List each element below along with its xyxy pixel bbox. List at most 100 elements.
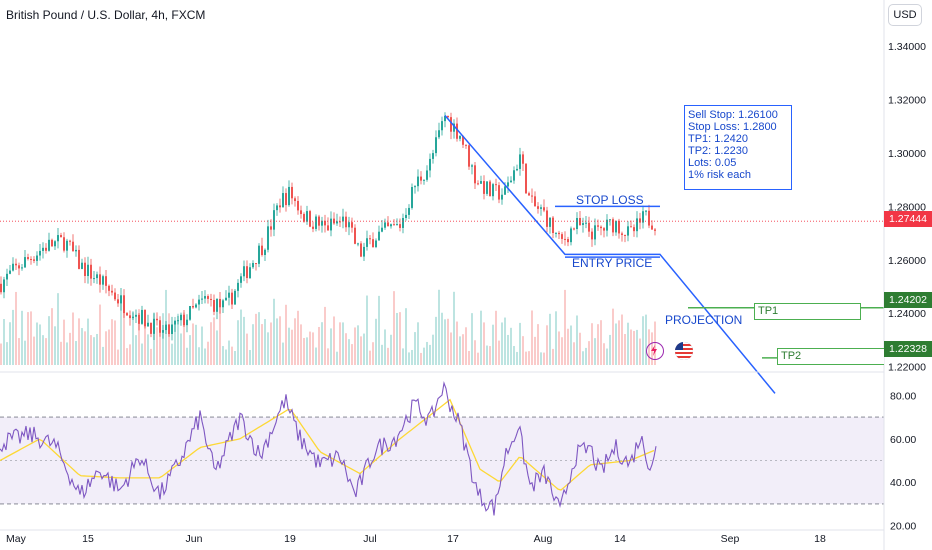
candle-body [408, 207, 410, 215]
volume-bar [423, 347, 425, 365]
volume-bar [123, 300, 125, 365]
volume-bar [138, 309, 140, 365]
volume-bar [516, 351, 518, 365]
volume-bar [567, 328, 569, 365]
candle-body [417, 176, 419, 187]
candle-body [3, 279, 5, 293]
candle-body [282, 193, 284, 208]
volume-bar [282, 342, 284, 365]
volume-bar [75, 341, 77, 365]
candle-body [144, 309, 146, 327]
volume-bar [564, 289, 566, 365]
volume-bar [300, 324, 302, 365]
candle-body [489, 181, 491, 197]
candle-body [444, 115, 446, 122]
entry-price-label: ENTRY PRICE [572, 256, 653, 270]
candle-body [357, 243, 359, 245]
candle-body [306, 211, 308, 222]
volume-bar [366, 295, 368, 365]
volume-bar [417, 322, 419, 365]
candle-body [348, 222, 350, 228]
candle-body [381, 227, 383, 232]
price-tick-label: 1.32000 [888, 94, 926, 106]
rsi-line [0, 381, 657, 516]
volume-bar [234, 351, 236, 365]
volume-bar [195, 324, 197, 365]
volume-bar [243, 316, 245, 365]
volume-bar [624, 334, 626, 365]
candle-body [189, 305, 191, 320]
candle-body [468, 145, 470, 167]
candle-body [453, 123, 455, 132]
volume-bar [93, 337, 95, 365]
volume-bar [333, 316, 335, 365]
candle-body [225, 297, 227, 301]
volume-bar [615, 323, 617, 365]
candle-body [84, 262, 86, 277]
us-flag-icon[interactable] [675, 342, 693, 360]
price-tick-label: 1.24000 [888, 308, 926, 320]
volume-bar [585, 347, 587, 365]
volume-bar [12, 309, 14, 365]
volume-bar [588, 341, 590, 365]
volume-bar [162, 313, 164, 365]
volume-bar [393, 291, 395, 365]
volume-bar [27, 312, 29, 365]
candle-body [597, 225, 599, 227]
candle-body [186, 319, 188, 326]
volume-bar [612, 308, 614, 365]
volume-bar [504, 317, 506, 365]
volume-bar [501, 322, 503, 365]
candle-body [513, 170, 515, 181]
candle-body [78, 249, 80, 269]
volume-bar [60, 341, 62, 365]
candle-body [258, 245, 260, 264]
candle-body [207, 296, 209, 299]
volume-bar [627, 322, 629, 365]
volume-bar [411, 349, 413, 365]
volume-bar [375, 318, 377, 365]
stop-loss-label: STOP LOSS [576, 193, 644, 207]
candle-body [198, 299, 200, 305]
candle-body [276, 205, 278, 211]
candle-body [183, 314, 185, 326]
volume-bar [126, 348, 128, 365]
candle-body [315, 216, 317, 229]
candle-body [603, 228, 605, 231]
candle-body [87, 264, 89, 277]
candle-body [108, 285, 110, 291]
candle-body [414, 186, 416, 188]
candle-body [312, 226, 314, 229]
candle-body [339, 221, 341, 223]
candle-body [51, 239, 53, 247]
volume-bar [513, 346, 515, 365]
lightning-icon[interactable] [646, 342, 664, 360]
candle-body [15, 263, 17, 266]
candle-body [420, 176, 422, 181]
candle-body [105, 276, 107, 286]
volume-bar [429, 344, 431, 365]
volume-bar [192, 323, 194, 365]
volume-bar [561, 337, 563, 365]
candle-body [102, 276, 104, 285]
rsi-tick-label: 80.00 [890, 390, 916, 402]
candle-body [153, 318, 155, 334]
volume-bar [336, 351, 338, 365]
candle-body [324, 220, 326, 226]
volume-bar [222, 346, 224, 365]
volume-bar [159, 327, 161, 365]
candle-body [171, 324, 173, 335]
time-tick-label: Jul [363, 533, 376, 545]
candle-body [627, 226, 629, 236]
candle-body [546, 210, 548, 227]
time-tick-label: 17 [447, 533, 459, 545]
volume-bar [399, 312, 401, 365]
currency-button[interactable]: USD [888, 4, 922, 26]
volume-bar [441, 312, 443, 365]
volume-bar [447, 318, 449, 365]
candle-body [114, 292, 116, 300]
volume-bar [294, 318, 296, 365]
volume-bar [438, 289, 440, 365]
